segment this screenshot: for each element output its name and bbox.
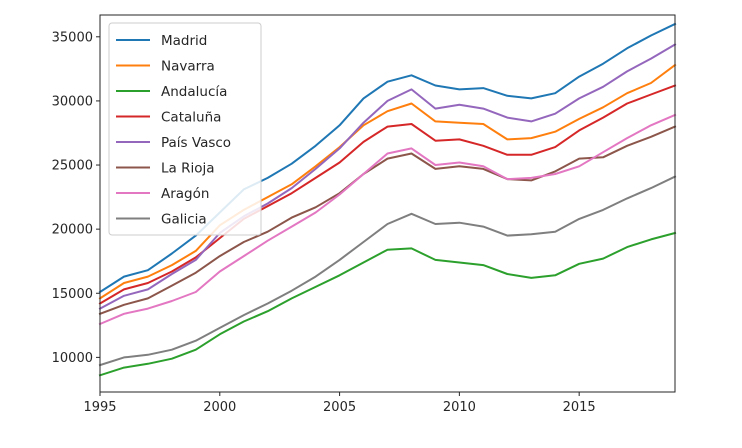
series-line-cataluna	[98, 84, 677, 305]
legend-label: La Rioja	[161, 161, 215, 177]
x-tick-label: 2000	[203, 400, 236, 415]
y-tick-label: 15000	[52, 287, 93, 302]
legend-label: Madrid	[161, 33, 207, 49]
legend-label: Aragón	[161, 186, 209, 202]
series-line-pais-vasco	[98, 43, 677, 310]
y-tick-label: 10000	[52, 351, 93, 366]
legend: Madrid Navarra Andalucía Cataluña País Vasco…	[108, 22, 262, 236]
legend-label: Galicia	[161, 212, 207, 228]
axes: 1995 2000 2005 2010 2015 10000 15000 20000 25000…	[52, 30, 596, 415]
legend-label: Cataluña	[161, 110, 221, 126]
series-lines	[98, 22, 677, 377]
series-line-andalucia	[98, 231, 677, 377]
series-line-galicia	[98, 175, 677, 367]
series-line-la-rioja	[98, 125, 677, 316]
y-tick-label: 30000	[52, 94, 93, 109]
legend-label: Andalucía	[161, 84, 227, 100]
x-tick-label: 2010	[443, 400, 476, 415]
legend-label: Navarra	[161, 59, 215, 75]
y-tick-label: 35000	[52, 30, 93, 45]
y-tick-label: 25000	[52, 159, 93, 174]
y-tick-label: 20000	[52, 223, 93, 238]
x-tick-label: 2005	[323, 400, 356, 415]
x-tick-label: 2015	[563, 400, 596, 415]
series-line-navarra	[98, 63, 677, 300]
legend-box	[108, 22, 262, 236]
series-line-madrid	[98, 22, 677, 294]
series-line-aragon	[98, 113, 677, 326]
legend-label: País Vasco	[161, 135, 231, 151]
x-tick-label: 1995	[83, 400, 116, 415]
plot-frame	[99, 14, 676, 393]
